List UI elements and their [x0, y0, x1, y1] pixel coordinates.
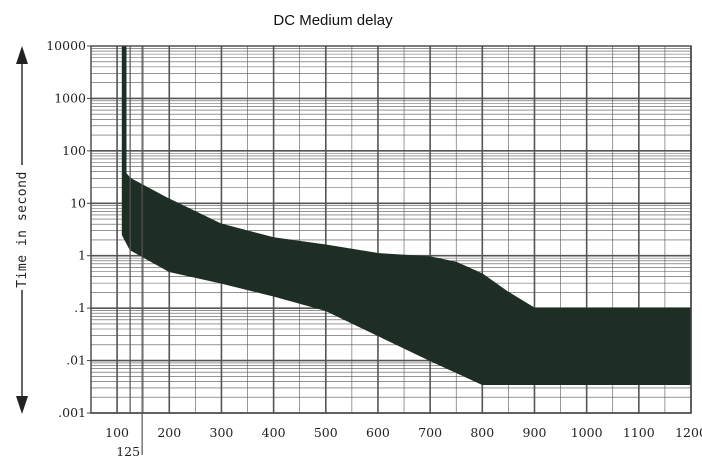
y-tick-label: .1 — [74, 300, 86, 315]
x-tick-label: 800 — [470, 425, 494, 440]
y-tick-label: 1 — [78, 248, 86, 263]
y-tick-label: 10 — [70, 195, 86, 210]
chart-title: DC Medium delay — [273, 12, 393, 29]
y-axis-label-group: Time in second — [15, 46, 30, 414]
y-axis-label: Time in second — [15, 171, 30, 288]
x-tick-label: 1000 — [571, 425, 603, 440]
y-tick-label: .001 — [58, 405, 86, 420]
x-tick-label: 600 — [366, 425, 390, 440]
x-tick-label: 200 — [157, 425, 181, 440]
x-tick-label: 1200 — [675, 425, 702, 440]
y-tick-label: 1000 — [54, 90, 86, 105]
x-tick-label: 700 — [418, 425, 442, 440]
arrow-up-icon — [16, 46, 28, 64]
x-tick-label: 900 — [523, 425, 547, 440]
x-tick-label: 400 — [262, 425, 286, 440]
y-axis-ticks: 10000 1000 100 10 1 .1 .01 .001 — [46, 38, 91, 420]
y-tick-label: 100 — [62, 143, 86, 158]
x-tick-label: 1100 — [623, 425, 655, 440]
y-tick-label: .01 — [66, 353, 86, 368]
plot-border — [90, 45, 692, 414]
x-tick-label: 300 — [210, 425, 234, 440]
delay-band-area — [121, 46, 692, 385]
delay-band — [121, 46, 692, 385]
x-marker-label: 125 — [116, 444, 140, 459]
plot-frame — [90, 45, 692, 455]
pickup-spike — [122, 46, 127, 179]
x-tick-label: 500 — [314, 425, 338, 440]
arrow-down-icon — [16, 396, 28, 414]
x-axis-ticks: 100 200 300 400 500 600 700 800 900 1000 1100 1200 1… — [105, 425, 702, 459]
y-tick-label: 10000 — [46, 38, 86, 53]
x-tick-label: 100 — [105, 425, 129, 440]
